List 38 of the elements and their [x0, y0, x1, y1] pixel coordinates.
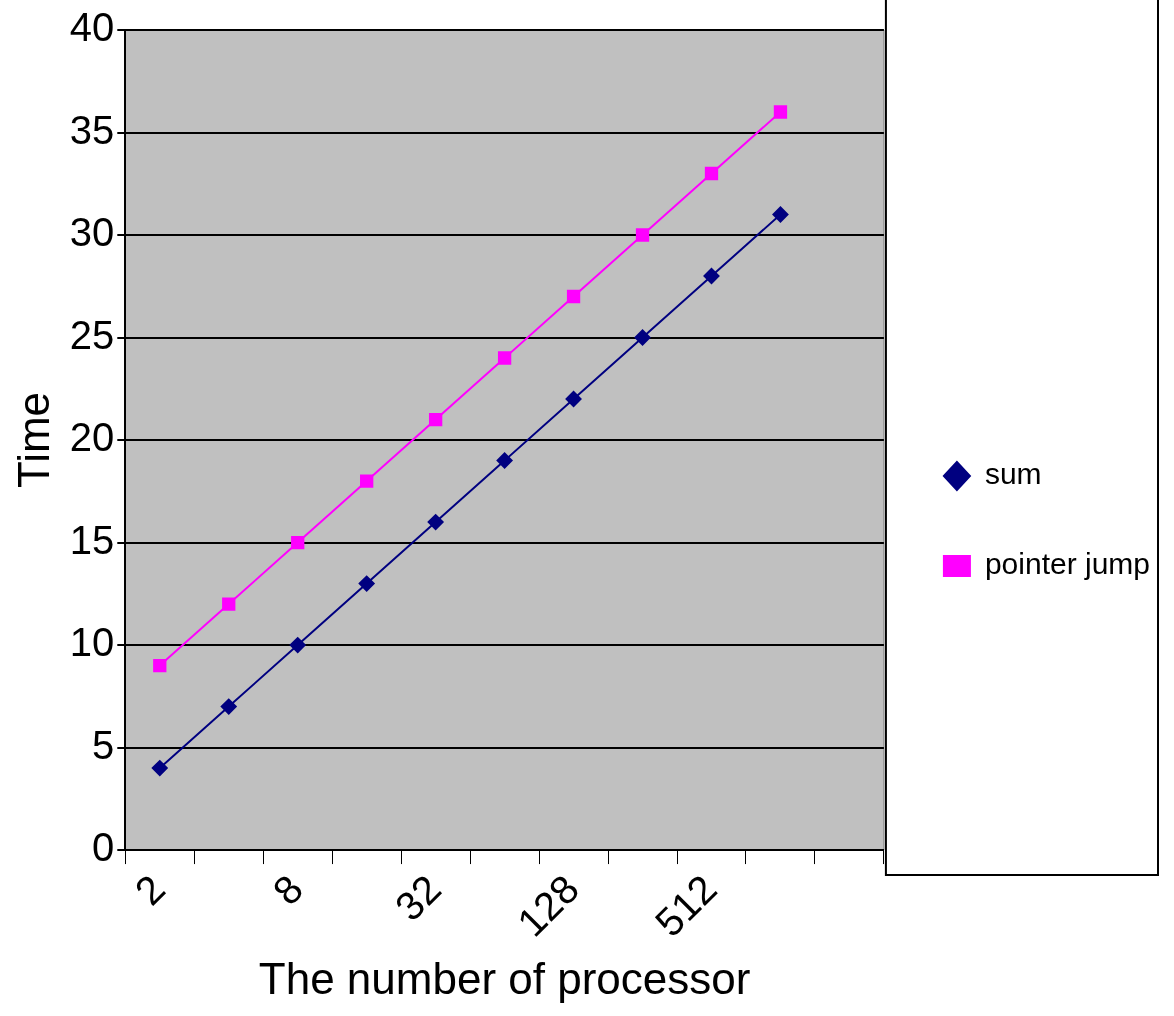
y-tick-label: 0	[92, 825, 115, 870]
point	[291, 535, 305, 550]
x-tick-label: 512	[646, 866, 725, 945]
y-tick-label: 30	[69, 210, 115, 255]
y-tick-label: 15	[69, 517, 115, 562]
point	[427, 514, 444, 531]
legend-label: sum	[984, 457, 1042, 491]
y-tick-label: 40	[69, 5, 115, 50]
y-tick-label: 5	[92, 722, 115, 767]
x-tick-label: 128	[508, 866, 588, 945]
point	[773, 105, 788, 119]
y-tick-label: 20	[69, 415, 115, 460]
point	[496, 452, 513, 469]
point	[358, 575, 375, 592]
x-axis-title: The number of processor	[258, 953, 751, 1003]
x-tick-label: 2	[126, 866, 174, 914]
point	[772, 206, 789, 223]
y-tick-label: 10	[69, 620, 115, 665]
y-tick-label: 25	[69, 312, 115, 357]
y-axis-title: Time	[8, 391, 58, 489]
point	[703, 268, 720, 285]
point	[220, 698, 237, 715]
point	[151, 760, 168, 777]
point	[497, 351, 512, 365]
x-tick-label: 32	[386, 866, 450, 929]
y-tick-label: 35	[69, 107, 115, 152]
point	[635, 228, 650, 242]
point	[153, 658, 167, 673]
point	[222, 597, 236, 611]
point	[634, 329, 651, 346]
point	[289, 637, 306, 654]
legend-label: pointer jump	[984, 547, 1151, 581]
point	[565, 391, 582, 408]
point	[704, 166, 719, 181]
point	[566, 289, 581, 304]
x-tick-label: 8	[264, 866, 312, 914]
point	[360, 474, 374, 488]
point	[428, 412, 443, 427]
